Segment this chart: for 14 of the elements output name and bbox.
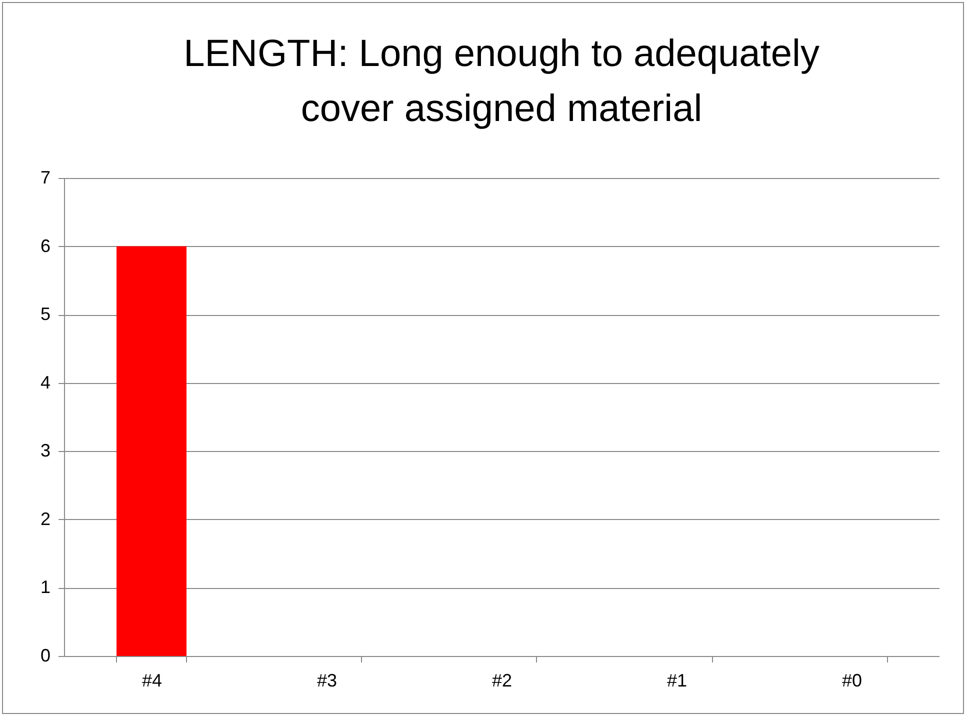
y-tick-label: 0 — [40, 646, 50, 666]
y-tick-label: 4 — [40, 372, 50, 392]
x-tick-label: #4 — [142, 670, 162, 690]
y-tick-label: 3 — [40, 440, 50, 461]
y-tick-label: 7 — [40, 168, 50, 188]
x-tick-label: #0 — [842, 670, 862, 690]
y-tick-label: 6 — [40, 236, 50, 256]
x-tick-label: #1 — [666, 670, 688, 690]
y-tick-label: 2 — [40, 508, 50, 529]
y-tick-label: 5 — [40, 304, 50, 324]
chart-title: LENGTH: Long enough to adequately cover assigned material — [184, 33, 820, 130]
x-tick-label: #3 — [316, 670, 338, 690]
y-tick-label: 1 — [40, 577, 50, 598]
x-tick-label: #2 — [492, 670, 512, 690]
